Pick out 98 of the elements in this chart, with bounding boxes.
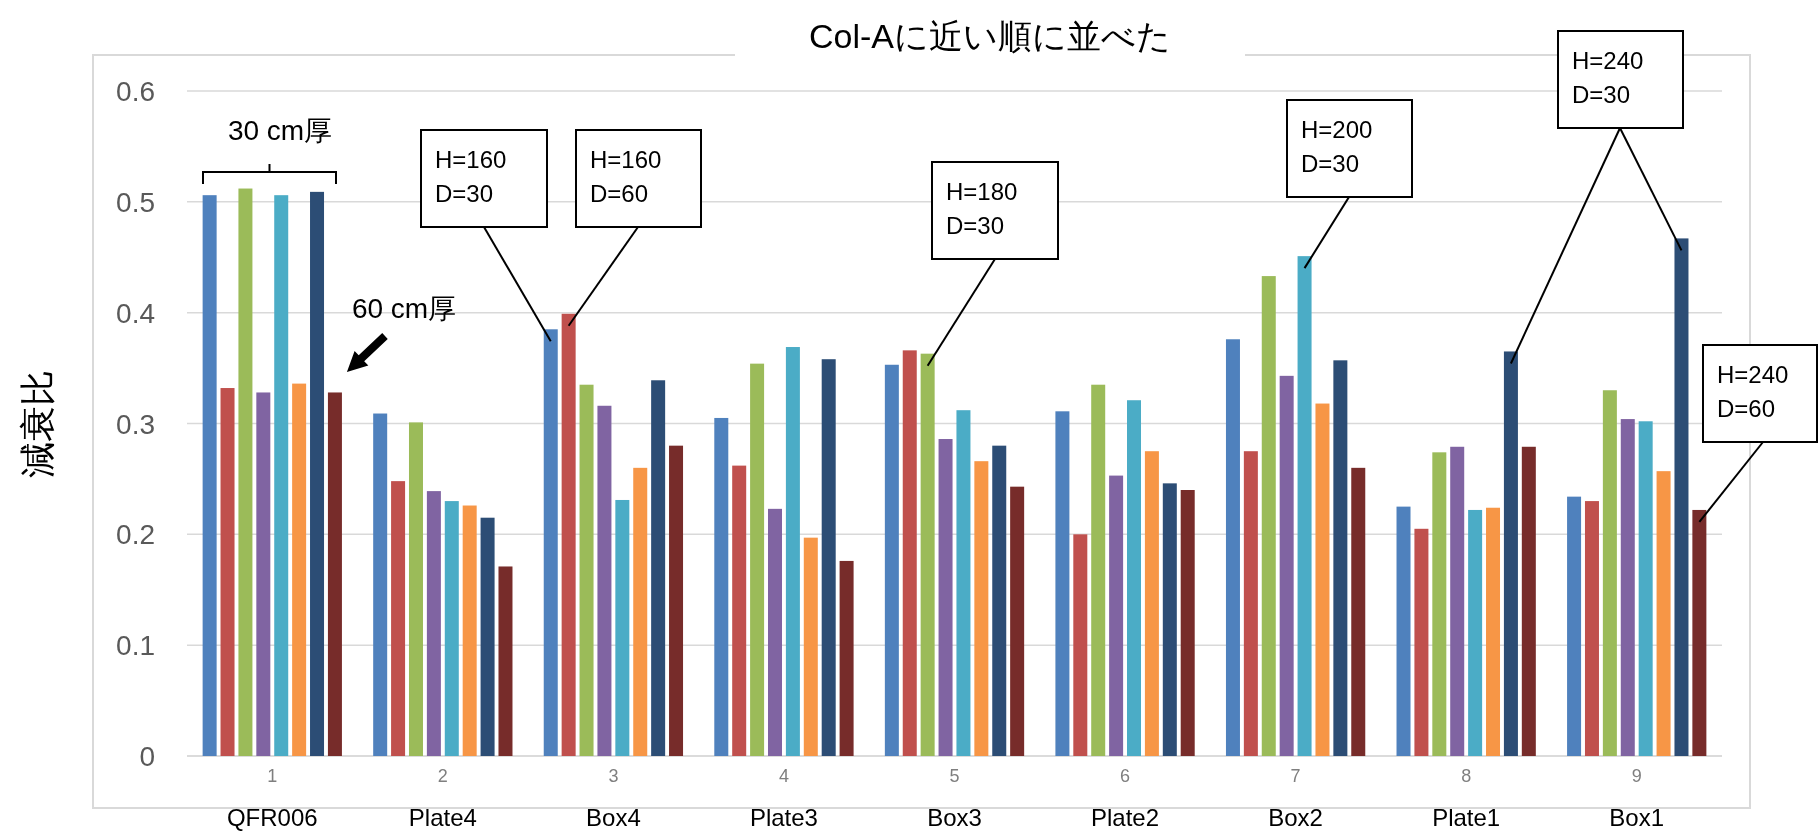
bar (1333, 360, 1348, 756)
bar (1584, 501, 1599, 756)
bar (292, 383, 307, 756)
bar (884, 364, 899, 756)
bar (1279, 375, 1294, 756)
bar (767, 508, 782, 756)
x-tick-label: 9 Box1 (1609, 766, 1665, 831)
bar (310, 191, 325, 756)
bar (274, 195, 289, 756)
bar (956, 410, 971, 756)
x-tick-label: 6 Plate2 (1091, 766, 1160, 831)
bar (1692, 509, 1707, 756)
bar (1351, 467, 1366, 756)
bar (1602, 390, 1617, 756)
bar (902, 350, 917, 756)
bar (1261, 276, 1276, 756)
x-tick-label: 3 Box4 (586, 766, 641, 831)
bar (543, 329, 558, 756)
bar (444, 501, 459, 756)
bar (1638, 421, 1653, 756)
bar (615, 499, 630, 756)
y-tick-label: 0.4 (116, 297, 155, 329)
annotation: H=200 D=30 (1301, 116, 1373, 177)
bar (1073, 534, 1088, 756)
bar (1055, 411, 1070, 756)
bar (1656, 471, 1671, 756)
annotation: H=240 D=60 (1717, 361, 1789, 422)
bar (327, 392, 342, 756)
bar (714, 417, 729, 756)
annotation: 30 cm厚 (227, 115, 333, 146)
bar (1162, 483, 1177, 756)
y-tick-label: 0.6 (116, 76, 155, 107)
bar (1503, 351, 1518, 756)
bar (256, 392, 271, 756)
bar (1297, 256, 1312, 756)
x-tick-label: 1 QFR006 (226, 766, 318, 831)
bar (803, 537, 818, 756)
bar (202, 195, 217, 756)
bar (1468, 509, 1483, 756)
bar (579, 384, 594, 756)
y-tick-label: 0.2 (116, 519, 155, 551)
x-tick-label: 2 Plate4 (408, 766, 477, 831)
y-tick-label: 0.3 (116, 408, 155, 440)
bar (597, 405, 612, 756)
bar (561, 313, 576, 756)
bar (1144, 451, 1159, 756)
bar (220, 388, 235, 756)
bar (1091, 384, 1106, 756)
bar (839, 560, 854, 756)
bar (974, 461, 989, 756)
y-tick-label: 0 (139, 741, 155, 772)
y-tick-label: 0.1 (116, 630, 155, 662)
annotation: 60 cm厚 (351, 293, 457, 324)
y-tick-label: 0.5 (116, 186, 155, 218)
bar (992, 445, 1007, 756)
bar (633, 467, 648, 756)
bar (462, 505, 477, 756)
bar (1450, 446, 1465, 756)
bar (732, 465, 747, 756)
bar (391, 481, 406, 756)
chart-title: Col-Aに近い順に並べた (808, 17, 1172, 55)
bar (373, 413, 388, 756)
y-axis-title: 減衰比 (17, 369, 58, 478)
x-tick-label: 8 Plate1 (1432, 766, 1501, 831)
bar (920, 353, 935, 756)
bar (1315, 403, 1330, 756)
bar (669, 445, 684, 756)
bar (1127, 400, 1142, 756)
annotation: H=160 D=60 (590, 146, 662, 207)
bar (1010, 486, 1025, 756)
bar (1109, 475, 1124, 756)
bar (1414, 528, 1429, 756)
bar (1180, 490, 1195, 756)
x-tick-label: 4 Plate3 (749, 766, 818, 831)
bar (1674, 238, 1689, 756)
bar (1567, 496, 1582, 756)
bar (1225, 339, 1240, 756)
bar (938, 439, 953, 756)
x-tick-label: 7 Box2 (1268, 766, 1323, 831)
bar (750, 363, 765, 756)
x-tick-label: 5 Box3 (927, 766, 982, 831)
bar (785, 347, 800, 756)
bar (426, 491, 441, 756)
bar (1486, 507, 1501, 756)
annotation: H=240 D=30 (1572, 47, 1644, 108)
bar (1243, 451, 1258, 756)
annotation: H=180 D=30 (946, 178, 1018, 239)
bar (408, 422, 423, 756)
bar (1432, 452, 1447, 756)
bar (821, 359, 836, 756)
annotation: H=160 D=30 (435, 146, 507, 207)
bar (498, 566, 513, 756)
bar (1396, 506, 1411, 756)
bar (651, 380, 666, 756)
bar (480, 517, 495, 756)
bar (1521, 446, 1536, 756)
bar (238, 188, 253, 756)
bar (1620, 419, 1635, 756)
